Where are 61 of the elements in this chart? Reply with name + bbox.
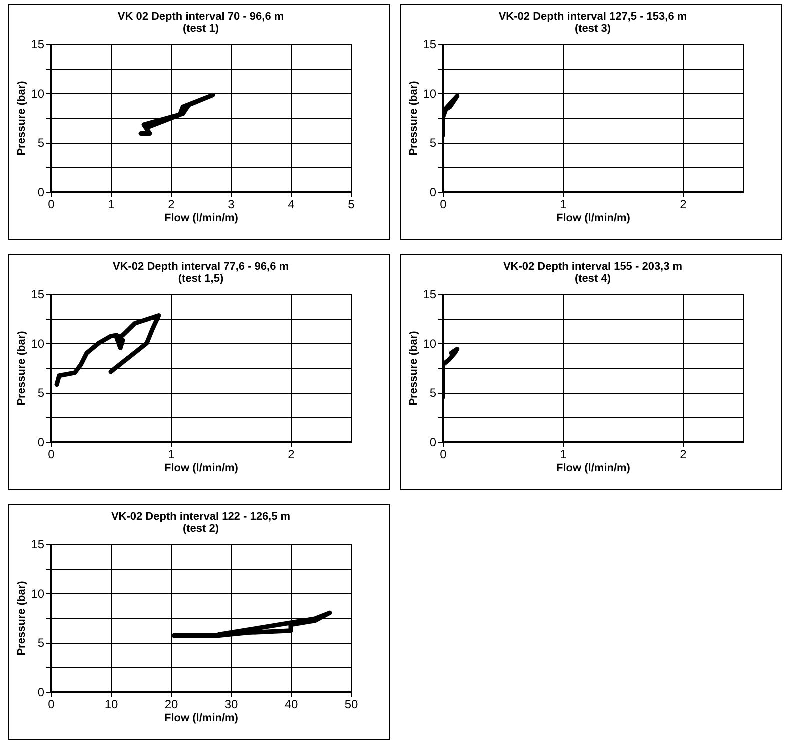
- y-tick-label: 15: [423, 288, 437, 302]
- x-axis-title: Flow (l/min/m): [164, 462, 239, 474]
- x-axis-title: Flow (l/min/m): [164, 712, 239, 724]
- y-tick-label: 5: [38, 636, 45, 650]
- x-tick-label: 0: [440, 198, 448, 212]
- x-tick-label: 2: [680, 448, 688, 462]
- y-axis-title: Pressure (bar): [408, 80, 420, 156]
- x-tick-label: 0: [440, 448, 448, 462]
- y-tick-label: 15: [31, 288, 45, 302]
- x-tick-label: 20: [164, 698, 178, 712]
- x-tick-label: 40: [284, 698, 298, 712]
- x-axis-title: Flow (l/min/m): [556, 212, 631, 224]
- y-axis-title: Pressure (bar): [16, 330, 28, 406]
- y-axis-title: Pressure (bar): [16, 580, 28, 656]
- x-axis-title: Flow (l/min/m): [556, 462, 631, 474]
- x-tick-label: 2: [288, 448, 296, 462]
- chart-subtitle: (test 1,5): [178, 273, 224, 285]
- y-tick-label: 5: [38, 136, 45, 150]
- chart-title: VK-02 Depth interval 77,6 - 96,6 m: [112, 261, 290, 273]
- x-tick-label: 5: [348, 198, 356, 212]
- y-tick-label: 0: [38, 436, 45, 450]
- chart-title: VK 02 Depth interval 70 - 96,6 m: [118, 11, 284, 23]
- chart-subtitle: (test 1): [182, 23, 220, 35]
- y-tick-label: 0: [430, 436, 437, 450]
- y-tick-label: 5: [38, 386, 45, 400]
- x-tick-label: 1: [168, 448, 176, 462]
- x-tick-label: 1: [108, 198, 116, 212]
- y-tick-label: 15: [423, 38, 437, 52]
- chart-subtitle: (test 3): [574, 23, 612, 35]
- y-tick-label: 0: [38, 686, 45, 700]
- x-tick-label: 2: [680, 198, 688, 212]
- y-tick-label: 0: [38, 186, 45, 200]
- x-tick-label: 3: [228, 198, 236, 212]
- chart-subtitle: (test 4): [574, 273, 612, 285]
- y-tick-label: 10: [423, 336, 437, 351]
- y-tick-label: 10: [31, 336, 45, 351]
- y-tick-label: 15: [31, 538, 45, 552]
- x-tick-label: 4: [288, 198, 296, 212]
- x-tick-label: 50: [344, 698, 358, 712]
- chart-title: VK-02 Depth interval 127,5 - 153,6 m: [498, 11, 688, 23]
- y-tick-label: 15: [31, 38, 45, 52]
- x-tick-label: 30: [224, 698, 238, 712]
- x-tick-label: 2: [168, 198, 176, 212]
- y-tick-label: 10: [423, 86, 437, 101]
- y-axis-title: Pressure (bar): [16, 80, 28, 156]
- x-tick-label: 0: [48, 698, 56, 712]
- chart-subtitle: (test 2): [182, 523, 220, 535]
- y-tick-label: 5: [430, 136, 437, 150]
- y-tick-label: 10: [31, 586, 45, 601]
- x-tick-label: 0: [48, 448, 56, 462]
- x-tick-label: 10: [104, 698, 118, 712]
- chart-title: VK-02 Depth interval 122 - 126,5 m: [111, 511, 291, 523]
- x-axis-title: Flow (l/min/m): [164, 212, 239, 224]
- y-tick-label: 5: [430, 386, 437, 400]
- x-tick-label: 1: [560, 198, 568, 212]
- x-tick-label: 1: [560, 448, 568, 462]
- y-tick-label: 10: [31, 86, 45, 101]
- chart-title: VK-02 Depth interval 155 - 203,3 m: [503, 261, 683, 273]
- y-tick-label: 0: [430, 186, 437, 200]
- y-axis-title: Pressure (bar): [408, 330, 420, 406]
- x-tick-label: 0: [48, 198, 56, 212]
